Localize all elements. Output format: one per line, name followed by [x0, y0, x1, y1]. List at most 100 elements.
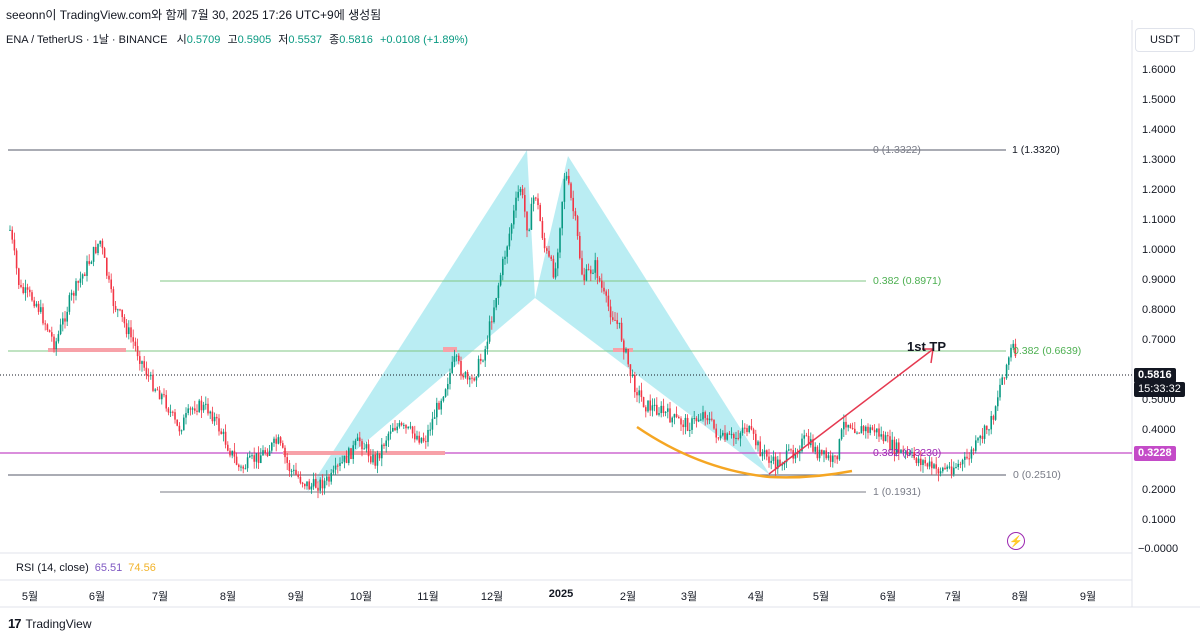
candle-body	[429, 429, 431, 431]
candle-body	[746, 428, 748, 433]
candle-body	[653, 404, 656, 406]
candle-body	[607, 295, 610, 307]
candle-body	[717, 437, 720, 439]
candle-body	[9, 229, 11, 231]
candle-body	[407, 426, 409, 429]
candle-body	[315, 478, 317, 488]
candle-body	[297, 474, 299, 477]
x-tick: 8월	[1011, 591, 1029, 603]
candle-body	[825, 450, 827, 459]
candle-body	[438, 402, 440, 410]
fib-label: 0.382 (0.8971)	[873, 275, 942, 287]
x-tick: 9월	[1079, 591, 1097, 603]
candle-body	[66, 311, 68, 322]
candle-body	[185, 413, 187, 418]
candle-body	[213, 416, 216, 422]
candle-body	[715, 428, 717, 438]
candle-body	[658, 413, 660, 415]
candle-body	[816, 446, 819, 459]
candle-body	[840, 429, 843, 440]
candle-body	[645, 407, 647, 412]
candle-body	[627, 348, 629, 365]
candle-body	[385, 440, 387, 447]
take-profit-label[interactable]: 1st TP	[907, 339, 947, 354]
candle-body	[992, 415, 995, 420]
candle-body	[37, 303, 40, 312]
candle-body	[251, 455, 253, 457]
tradingview-logo[interactable]: 17 TradingView	[8, 616, 92, 631]
rsi-title: RSI (14, close)	[16, 562, 89, 574]
candle-body	[1003, 377, 1006, 379]
candle-body	[323, 480, 326, 489]
candle-body	[931, 461, 933, 469]
candle-body	[286, 457, 288, 463]
candle-body	[794, 453, 797, 459]
candle-body	[543, 238, 546, 249]
candle-body	[106, 257, 108, 276]
candle-body	[381, 444, 383, 459]
candle-body	[902, 449, 904, 453]
candle-body	[920, 458, 922, 466]
candle-body	[790, 449, 792, 451]
lightning-icon[interactable]: ⚡	[1007, 532, 1025, 550]
fib-label: 0.382 (0.3230)	[873, 447, 942, 459]
rsi-legend[interactable]: RSI (14, close) 65.51 74.56	[16, 562, 156, 574]
candle-body	[858, 432, 860, 434]
candle-body	[141, 361, 143, 364]
candle-body	[295, 469, 297, 475]
x-tick: 3월	[680, 591, 698, 603]
candle-body	[1014, 343, 1017, 357]
change-value: +0.0108 (+1.89%)	[379, 34, 469, 46]
candle-body	[231, 450, 233, 456]
pattern-triangle-right	[535, 156, 770, 475]
candle-body	[77, 281, 79, 283]
candle-body	[706, 418, 709, 421]
y-tick: 0.1000	[1142, 514, 1176, 526]
symbol-name[interactable]: ENA / TetherUS · 1날 · BINANCE	[6, 34, 168, 46]
candle-body	[579, 235, 581, 259]
candle-body	[271, 442, 273, 451]
candle-body	[704, 412, 706, 419]
candle-body	[799, 451, 801, 454]
candle-body	[143, 361, 145, 368]
candle-body	[583, 274, 585, 281]
candle-body	[559, 228, 561, 253]
candle-body	[552, 258, 555, 278]
x-tick: 9월	[287, 591, 305, 603]
candle-body	[695, 418, 698, 422]
candle-body	[634, 374, 636, 393]
candle-body	[1001, 377, 1003, 385]
candle-body	[209, 411, 211, 414]
y-tick: 1.1000	[1142, 214, 1176, 226]
candle-body	[372, 454, 374, 463]
candle-body	[988, 429, 990, 431]
candle-body	[944, 467, 946, 469]
candle-body	[620, 322, 623, 341]
candle-body	[211, 411, 214, 422]
candle-body	[343, 455, 346, 463]
candle-body	[744, 427, 746, 429]
candle-body	[904, 451, 907, 453]
candle-body	[321, 479, 324, 489]
low-label: 저	[278, 34, 289, 46]
candle-body	[290, 470, 293, 472]
candle-body	[183, 417, 185, 431]
candle-body	[678, 416, 680, 419]
candle-body	[933, 464, 935, 469]
currency-button[interactable]: USDT	[1135, 28, 1195, 52]
candle-body	[139, 356, 141, 364]
candle-body	[818, 449, 821, 459]
candle-body	[966, 456, 968, 459]
rounded-bottom-curve	[636, 425, 853, 479]
y-tick: 1.4000	[1142, 124, 1176, 136]
candle-body	[909, 452, 911, 455]
candle-body	[625, 348, 627, 353]
candle-body	[53, 336, 55, 350]
candle-body	[948, 466, 951, 468]
candle-body	[497, 285, 500, 299]
support-price-tag: 0.3228	[1134, 446, 1176, 461]
candle-body	[596, 260, 599, 278]
candle-body	[726, 433, 728, 440]
candle-body	[103, 248, 106, 258]
